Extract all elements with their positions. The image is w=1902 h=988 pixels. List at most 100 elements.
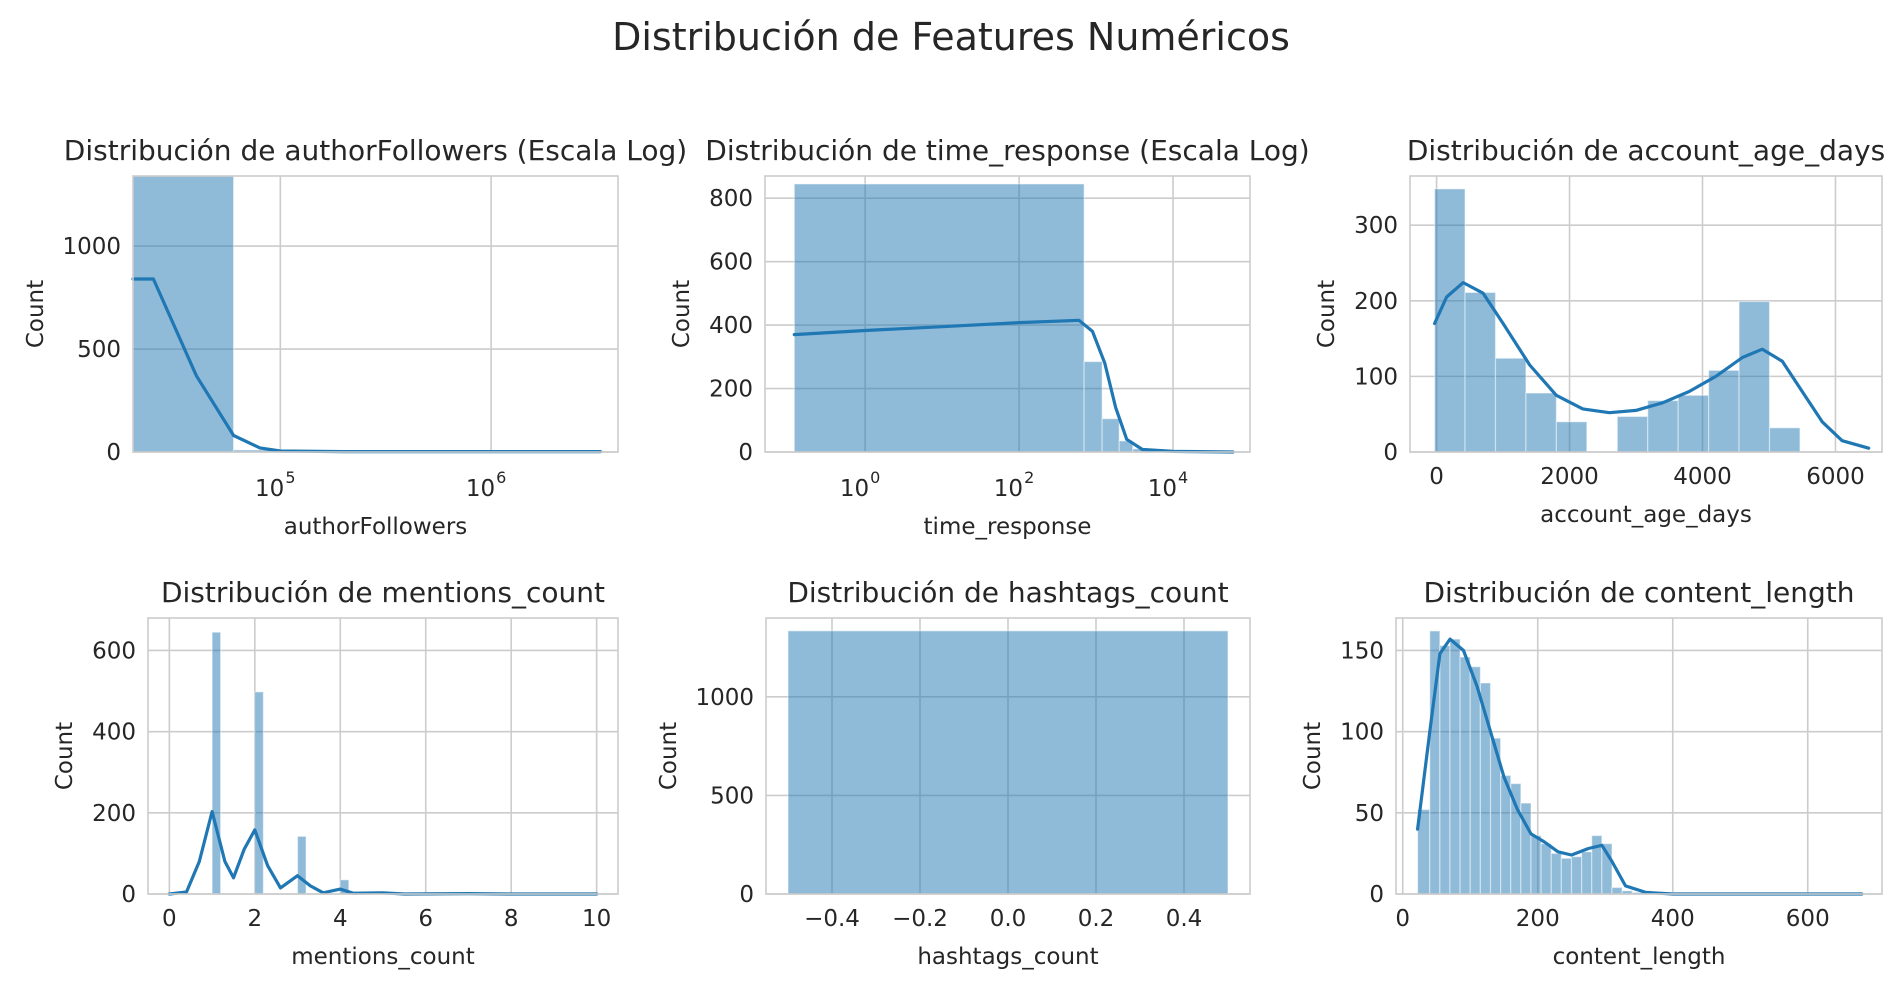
histogram-bar [1550,852,1562,895]
subplot-time-response: 10 0 10 2 10 40200400600800time_responseCount… [669,134,1310,540]
histogram-bar [787,630,1229,895]
axes-frame [765,617,1251,895]
kde-line [792,318,1235,454]
histogram-bar [1708,369,1740,453]
x-tick-label: 400 [1651,906,1695,932]
y-tick-label: 800 [709,186,753,212]
subplot-grid: 10 5 10 605001000authorFollowersCountDistri… [23,134,1885,970]
histogram-bar [1464,291,1497,453]
x-tick-label: 6 [418,906,433,932]
x-tick-label: 0.4 [1166,906,1203,932]
histogram-bar [211,631,222,895]
axes-frame [132,175,619,453]
y-tick-label: 0 [738,440,753,466]
histogram-bar [1083,360,1103,453]
x-axis-label: time_response [924,514,1092,540]
kde-line [1416,637,1864,896]
histogram-bar [1469,666,1481,895]
x-tick-label: −0.4 [804,906,860,932]
x-tick-exponent: 6 [496,468,506,487]
y-axis-label: Count [669,280,695,348]
x-tick-label: 10 [466,476,495,502]
axes-frame [1409,175,1883,453]
histogram-bar [1560,857,1573,895]
x-tick-exponent: 2 [1024,468,1034,487]
x-tick-label: 0.2 [1078,906,1115,932]
subplot-title: Distribución de account_age_days [1407,134,1885,167]
histogram-bar [1616,415,1649,453]
histogram-bar [1738,300,1771,453]
y-tick-label: 150 [1340,638,1384,664]
histogram-bar [793,183,1085,453]
subplot-account-age-days: 0 2000 4000 6000 0 100 200 300 account_age_days C… [1314,134,1885,528]
subplot-title: Distribución de time_response (Escala Lo… [705,134,1309,167]
y-tick-label: 100 [1340,720,1384,746]
x-tick-exponent: 0 [870,468,880,487]
subplot-title: Distribución de authorFollowers (Escala … [64,134,687,167]
y-tick-label: 100 [1354,364,1398,390]
x-tick-label: 10 [840,476,869,502]
histogram-bar [1768,427,1801,453]
y-tick-label: 300 [1354,213,1398,239]
histogram-bar [1555,421,1588,453]
y-tick-label: 0 [106,440,121,466]
x-tick-label: 0.0 [990,906,1027,932]
histogram-bar [1494,357,1527,453]
subplot-title: Distribución de mentions_count [161,576,605,609]
histogram-bar [1581,851,1593,895]
axes-frame [1395,617,1883,895]
x-tick-label: 0 [1395,906,1410,932]
x-tick-label: 4000 [1673,464,1732,490]
x-tick-label: 6000 [1806,464,1865,490]
x-tick-label: 10 [1148,476,1177,502]
y-tick-label: 0 [739,882,754,908]
axes-frame [147,617,619,895]
subplot-title: Distribución de hashtags_count [787,576,1228,609]
y-axis-label: Count [1314,280,1340,348]
histogram-bar [1433,188,1466,453]
histogram-bar [1530,834,1542,895]
histogram-bar [1525,392,1557,453]
y-tick-label: 200 [709,377,753,403]
histogram-bar [296,835,307,895]
subplot-title: Distribución de content_length [1423,576,1854,609]
figure-suptitle: Distribución de Features Numéricos [612,15,1290,59]
histogram-bar [1611,886,1623,895]
x-axis-label: hashtags_count [917,944,1098,970]
y-axis-label: Count [52,722,78,790]
y-axis-label: Count [23,280,49,348]
y-tick-label: 1000 [695,685,754,711]
x-tick-exponent: 5 [285,468,295,487]
y-tick-label: 1000 [62,234,121,260]
y-tick-label: 500 [710,783,754,809]
x-tick-label: 8 [504,906,519,932]
x-tick-label: 200 [1516,906,1560,932]
x-tick-label: 2000 [1540,464,1599,490]
x-tick-label: 4 [333,906,348,932]
x-tick-exponent: 4 [1178,468,1188,487]
subplot-authorfollowers: 10 5 10 605001000authorFollowersCountDistri… [23,134,687,540]
histogram-bar [1570,856,1583,895]
x-tick-label: 2 [247,906,262,932]
y-tick-label: 600 [709,250,753,276]
histogram-bar [1677,394,1710,453]
y-tick-label: 500 [77,337,121,363]
y-axis-label: Count [656,722,682,790]
histogram-bar [1540,843,1552,895]
subplot-content-length: 0 200 400 600 0 50 100 150 content_length Count Di… [1300,576,1883,970]
x-tick-label: 0 [162,906,177,932]
y-tick-label: 200 [92,801,136,827]
subplot-hashtags-count: −0.4 −0.2 0.0 0.2 0.4 0 500 1000 hashtags_count C… [656,576,1251,970]
histogram-bar [1439,644,1451,895]
x-tick-label: −0.2 [892,906,948,932]
x-tick-label: 10 [994,476,1023,502]
subplot-mentions-count: 0 2 4 6 8 10 0 200 400 600 mentions_count Count Dist… [52,576,619,970]
histogram-bar [254,691,264,895]
y-tick-label: 0 [1369,882,1384,908]
x-axis-label: authorFollowers [284,514,468,540]
y-axis-label: Count [1300,722,1326,790]
kde-line [1433,281,1871,450]
histogram-bar [1449,638,1461,895]
x-tick-label: 10 [582,906,611,932]
histogram-bar [1101,418,1120,453]
